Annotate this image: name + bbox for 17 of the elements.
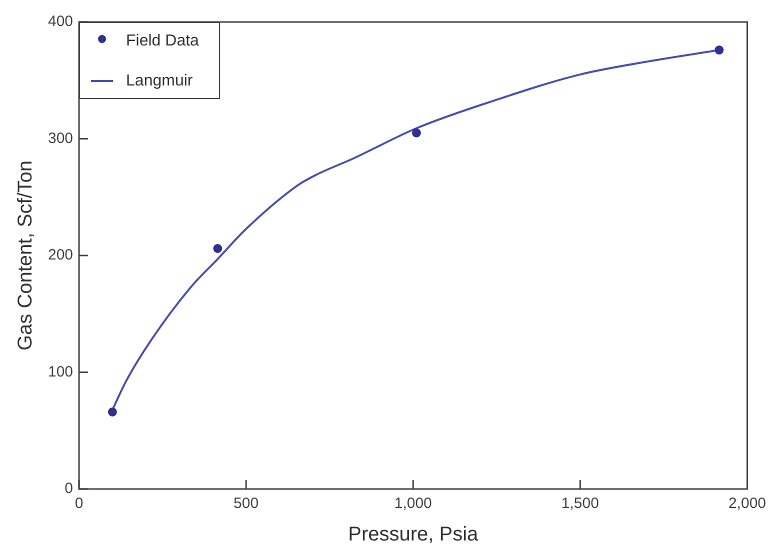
x-tick-label: 1,500 [561, 495, 599, 512]
y-tick-label: 300 [48, 130, 74, 147]
point [108, 407, 117, 416]
x-axis-title: Pressure, Psia [348, 524, 480, 546]
x-tick-label: 2,000 [728, 495, 766, 512]
y-tick-label: 200 [48, 246, 74, 264]
y-tick-label: 400 [48, 13, 74, 30]
point [714, 46, 724, 55]
legend-label: Langmuir [126, 72, 194, 90]
legend-label: Field Data [126, 32, 200, 50]
point [412, 128, 421, 138]
y-axis-title: Gas Content, Scf/Ton [14, 160, 37, 351]
x-tick-label: 1,000 [394, 495, 432, 512]
point [213, 244, 222, 253]
y-tick-label: 100 [48, 363, 74, 380]
y-tick-label: 0 [64, 480, 74, 498]
x-tick-label: 500 [234, 495, 259, 512]
